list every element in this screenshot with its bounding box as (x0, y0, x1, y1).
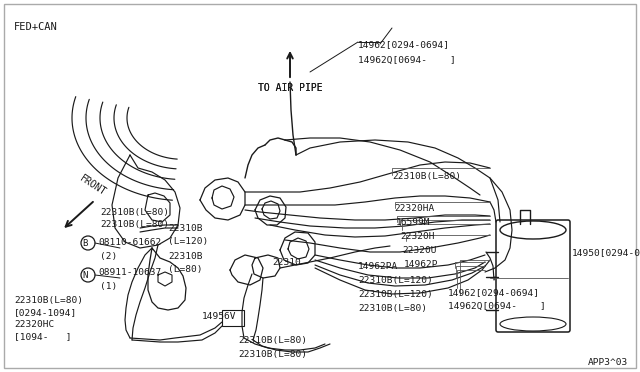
Text: 22320H: 22320H (400, 232, 435, 241)
Text: B: B (83, 238, 88, 247)
Text: (1): (1) (100, 282, 117, 291)
Text: 14962[0294-0694]: 14962[0294-0694] (448, 288, 540, 297)
Text: 22310B(L=80): 22310B(L=80) (14, 296, 83, 305)
Text: 22320HA: 22320HA (394, 204, 435, 213)
Text: 22310B(L=80): 22310B(L=80) (358, 304, 427, 313)
Text: 22310B(L=80): 22310B(L=80) (238, 336, 307, 345)
Text: 08911-10637: 08911-10637 (98, 268, 161, 277)
Text: (L=80): (L=80) (168, 265, 202, 274)
Text: 22310B(L=120): 22310B(L=120) (358, 290, 433, 299)
Text: 14962Q[0694-    ]: 14962Q[0694- ] (448, 302, 546, 311)
Text: 22310B(L=80): 22310B(L=80) (238, 350, 307, 359)
Text: 22320HC: 22320HC (14, 320, 54, 329)
Text: 14962Q[0694-    ]: 14962Q[0694- ] (358, 56, 456, 65)
Text: (L=120): (L=120) (168, 237, 208, 246)
Text: 08110-61662: 08110-61662 (98, 238, 161, 247)
Text: 14962P: 14962P (404, 260, 438, 269)
Text: 22310B: 22310B (168, 224, 202, 233)
Text: [1094-   ]: [1094- ] (14, 332, 72, 341)
Text: 22310B: 22310B (168, 252, 202, 261)
Text: 14962[0294-0694]: 14962[0294-0694] (358, 40, 450, 49)
Ellipse shape (500, 221, 566, 239)
Text: 14962PA: 14962PA (358, 262, 398, 271)
Text: 22310B(L=120): 22310B(L=120) (358, 276, 433, 285)
Text: 22310B(L=80): 22310B(L=80) (392, 172, 461, 181)
Text: 22310B(L=80): 22310B(L=80) (100, 220, 169, 229)
Text: TO AIR PIPE: TO AIR PIPE (258, 83, 323, 93)
Text: 22310B(L=80): 22310B(L=80) (100, 208, 169, 217)
Text: 14956V: 14956V (202, 312, 237, 321)
FancyBboxPatch shape (496, 220, 570, 332)
Text: 14950[0294-0595]: 14950[0294-0595] (572, 248, 640, 257)
Text: 22320U: 22320U (402, 246, 436, 255)
Text: [0294-1094]: [0294-1094] (14, 308, 77, 317)
Text: N: N (83, 270, 88, 279)
Ellipse shape (500, 317, 566, 331)
Text: 16599M: 16599M (396, 218, 431, 227)
Text: APP3^03: APP3^03 (588, 358, 628, 367)
Text: FED+CAN: FED+CAN (14, 22, 58, 32)
Bar (222, 310, 244, 326)
Text: TO AIR PIPE: TO AIR PIPE (258, 83, 323, 93)
Text: (2): (2) (100, 252, 117, 261)
Text: FRONT: FRONT (78, 174, 108, 198)
Text: 22310: 22310 (272, 258, 301, 267)
